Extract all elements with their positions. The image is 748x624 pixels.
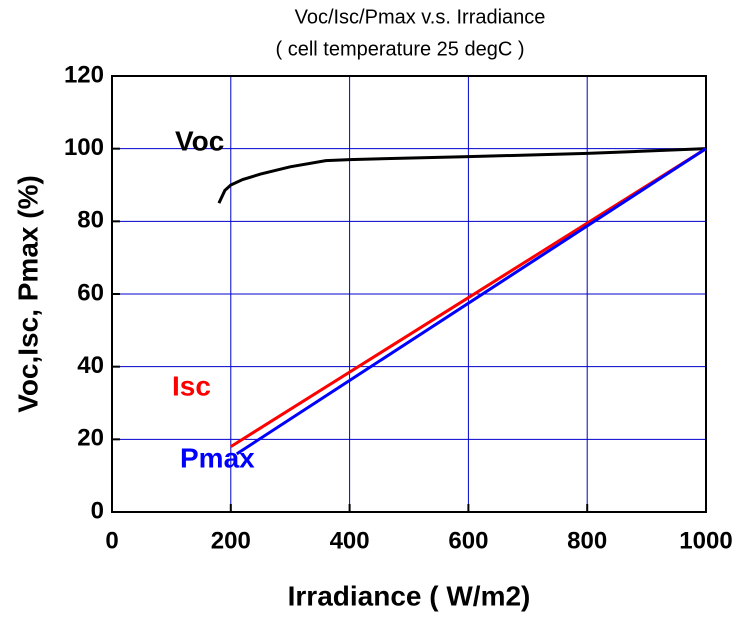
- series-label: Pmax: [180, 442, 255, 473]
- x-tick-label: 0: [105, 527, 118, 554]
- y-tick-label: 20: [77, 425, 104, 452]
- y-tick-label: 100: [64, 134, 104, 161]
- y-tick-label: 0: [91, 497, 104, 524]
- y-tick-label: 40: [77, 352, 104, 379]
- x-tick-label: 1000: [679, 527, 732, 554]
- y-tick-label: 60: [77, 279, 104, 306]
- y-axis-label: Voc,Isc, Pmax (%): [12, 175, 43, 413]
- series-line: [235, 147, 707, 456]
- chart-title: Voc/Isc/Pmax v.s. Irradiance: [295, 6, 546, 28]
- x-axis-label: Irradiance ( W/m2): [288, 580, 531, 611]
- plot-frame: [111, 75, 707, 513]
- series-line: [230, 147, 707, 448]
- y-tick-label: 120: [64, 61, 104, 88]
- x-tick-label: 600: [448, 527, 488, 554]
- x-tick-label: 400: [330, 527, 370, 554]
- series-label: Isc: [172, 370, 211, 401]
- y-tick-label: 80: [77, 207, 104, 234]
- chart-subtitle: ( cell temperature 25 degC ): [275, 38, 524, 60]
- series-line: [217, 147, 707, 204]
- x-tick-label: 200: [211, 527, 251, 554]
- x-tick-label: 800: [567, 527, 607, 554]
- series-label: Voc: [175, 125, 224, 156]
